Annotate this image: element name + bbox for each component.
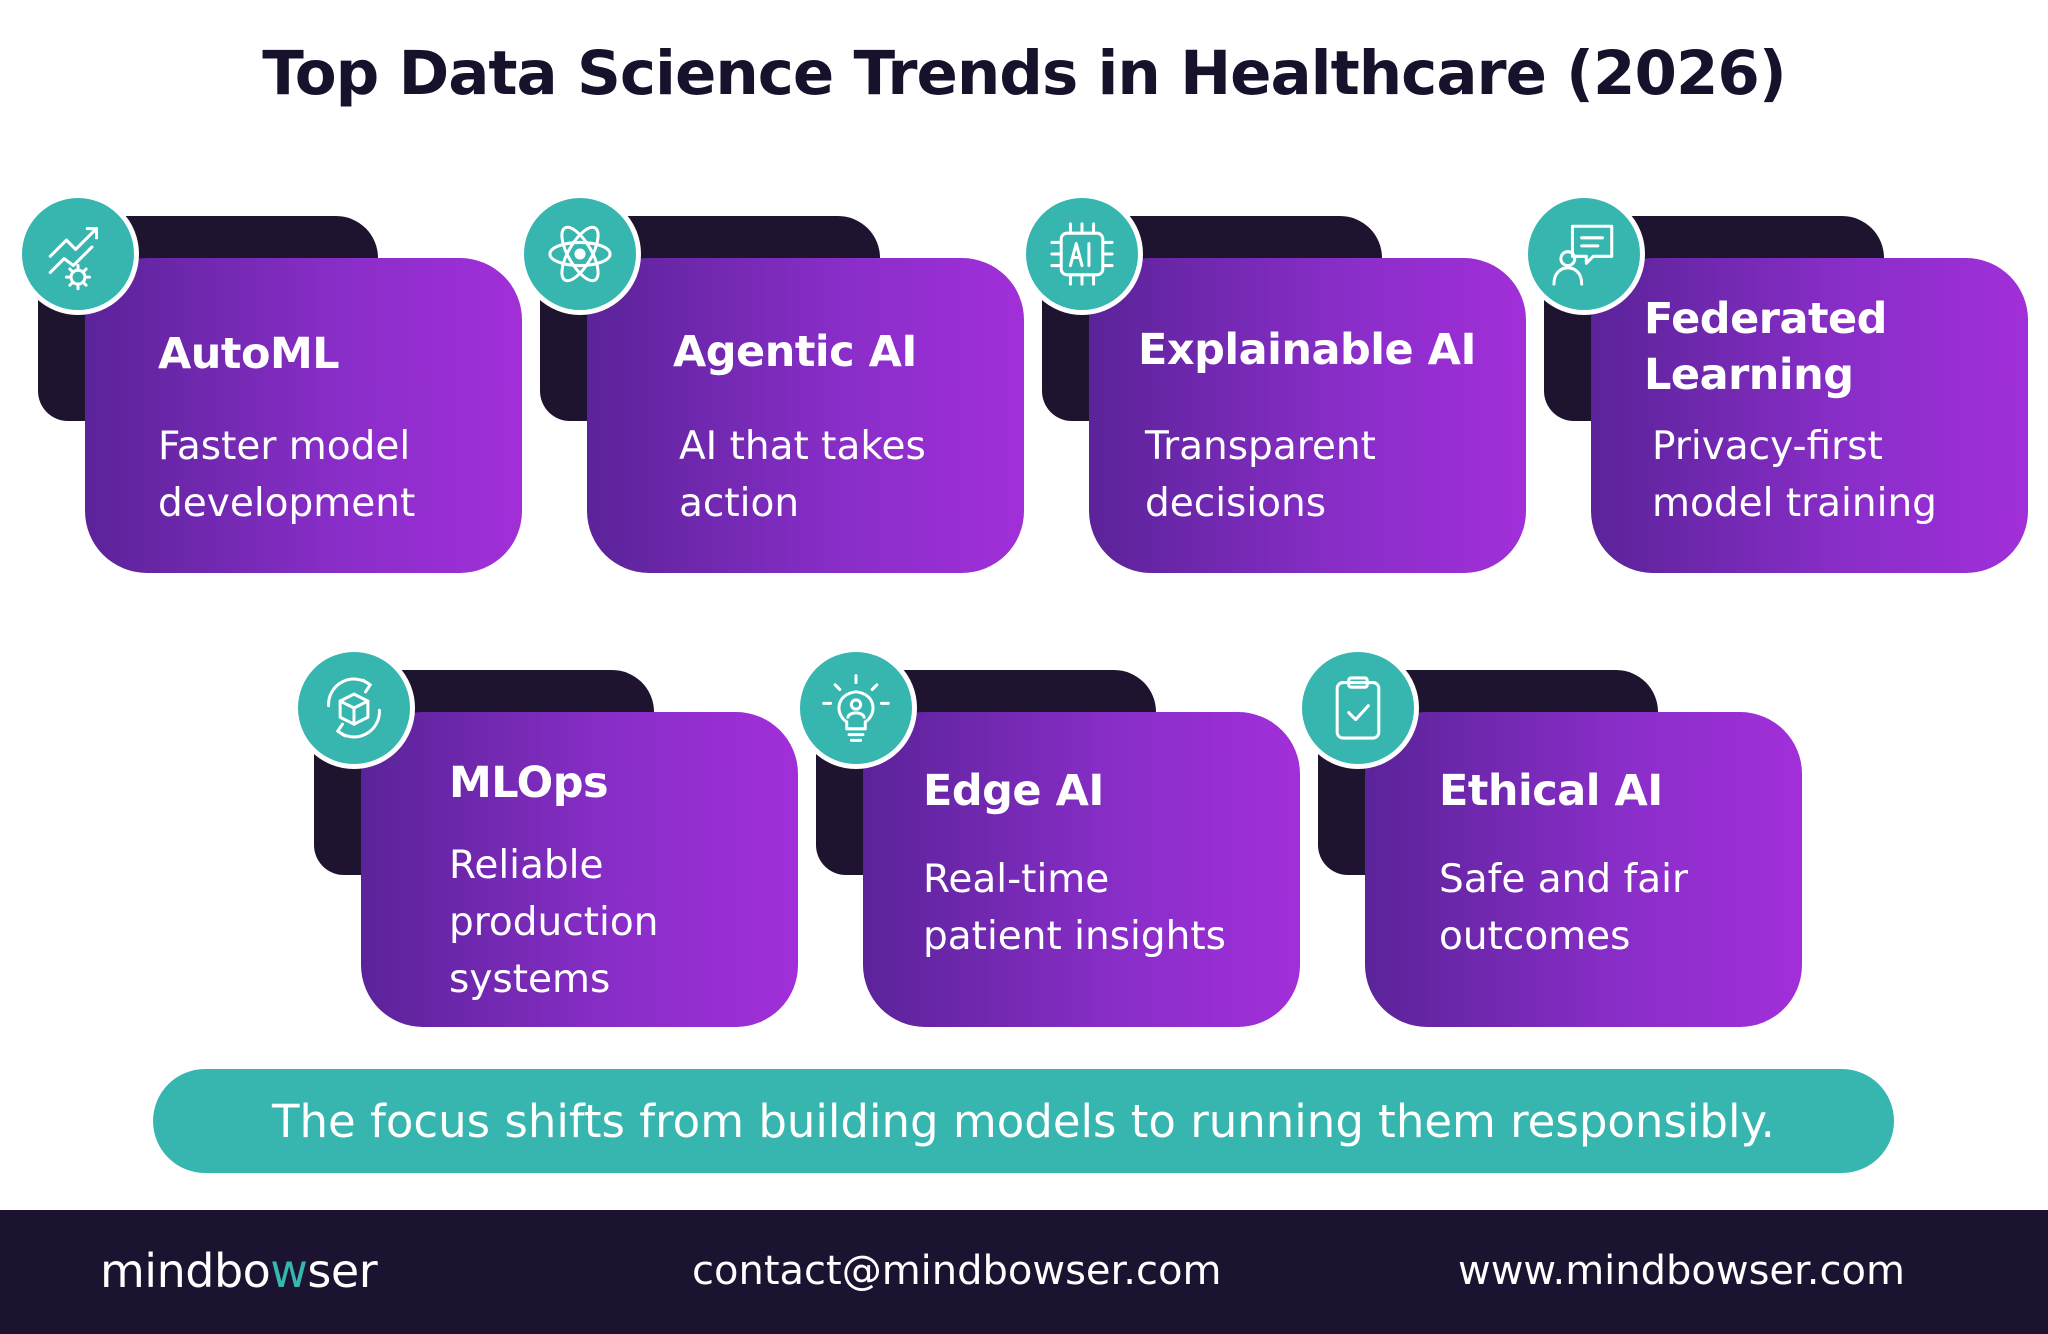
card-description-line: Privacy-first [1652, 424, 1883, 469]
contact-email-link[interactable]: contact@mindbowser.com [692, 1248, 1222, 1294]
card-body [1591, 258, 2028, 573]
clipboard-check-icon [1297, 647, 1419, 769]
trend-card-mlops: MLOps Reliable production systems [293, 647, 798, 1027]
trend-card-federated-learning: Federated Learning Privacy-first model t… [1523, 193, 2028, 573]
card-body [361, 712, 798, 1027]
logo-text: ser [307, 1244, 378, 1298]
card-description-line: Transparent [1145, 424, 1376, 469]
card-description-line: patient insights [923, 914, 1226, 959]
card-description-line: model training [1652, 481, 1937, 526]
card-title-line: Federated [1644, 294, 1887, 344]
card-description-line: production [449, 900, 659, 945]
card-description-line: systems [449, 957, 611, 1002]
logo-text: mindbo [100, 1244, 271, 1298]
card-description-line: Reliable [449, 843, 604, 888]
logo-accent: w [270, 1244, 308, 1298]
card-title: Agentic AI [673, 327, 917, 377]
trend-card-automl: AutoML Faster model development [17, 193, 522, 573]
card-title: MLOps [449, 758, 609, 808]
card-title: Explainable AI [1138, 325, 1476, 375]
card-title: AutoML [158, 329, 340, 379]
growth-chart-gear-icon [17, 193, 139, 315]
trend-card-ethical-ai: Ethical AI Safe and fair outcomes [1297, 647, 1802, 1027]
card-title-line: Learning [1644, 350, 1854, 400]
trend-card-edge-ai: Edge AI Real-time patient insights [795, 647, 1300, 1027]
card-description-line: development [158, 481, 416, 526]
card-body [863, 712, 1300, 1027]
card-title: Ethical AI [1439, 766, 1663, 816]
ai-chip-icon [1021, 193, 1143, 315]
atom-icon [519, 193, 641, 315]
trend-card-explainable-ai: Explainable AI Transparent decisions [1021, 193, 1526, 573]
card-body [587, 258, 1024, 573]
card-body [85, 258, 522, 573]
card-description-line: outcomes [1439, 914, 1631, 959]
card-description-line: Real-time [923, 857, 1110, 902]
card-body [1089, 258, 1526, 573]
trend-card-agentic-ai: Agentic AI AI that takes action [519, 193, 1024, 573]
card-description-line: decisions [1145, 481, 1327, 526]
card-description-line: Faster model [158, 424, 411, 469]
summary-banner: The focus shifts from building models to… [153, 1069, 1894, 1173]
lightbulb-person-icon [795, 647, 917, 769]
mindbowser-logo: mindbowser [100, 1244, 378, 1298]
website-link[interactable]: www.mindbowser.com [1458, 1248, 1905, 1294]
page-title: Top Data Science Trends in Healthcare (2… [262, 38, 1786, 109]
footer: mindbowser contact@mindbowser.com www.mi… [0, 1210, 2048, 1334]
card-title: Edge AI [923, 766, 1104, 816]
card-description-line: AI that takes [679, 424, 926, 469]
cube-cycle-icon [293, 647, 415, 769]
user-chat-icon [1523, 193, 1645, 315]
card-body [1365, 712, 1802, 1027]
card-description-line: action [679, 481, 800, 526]
card-description-line: Safe and fair [1439, 857, 1689, 902]
